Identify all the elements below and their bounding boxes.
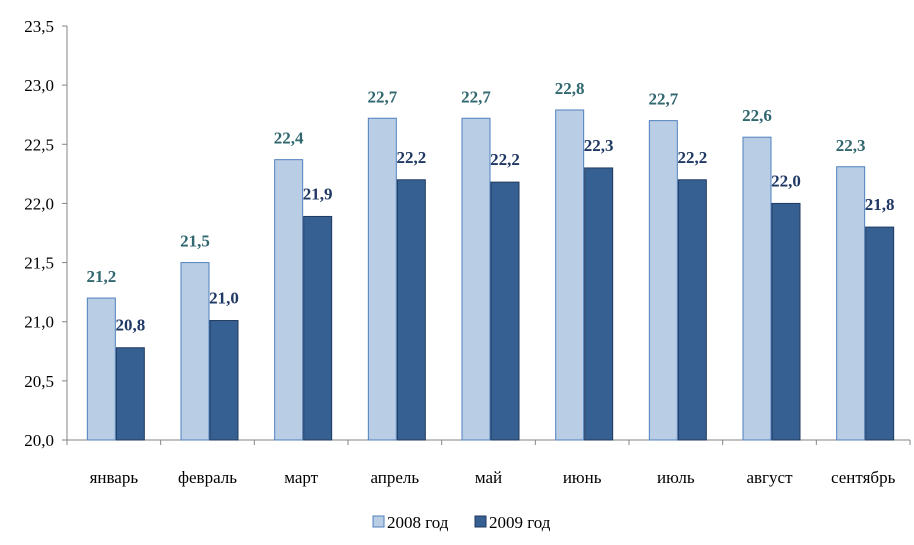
y-tick-label: 22,5 <box>24 135 54 154</box>
legend-swatch <box>372 515 385 528</box>
bar-2008 <box>555 109 585 441</box>
legend-label: 2009 год <box>489 513 551 532</box>
y-tick-label: 20,0 <box>24 431 54 450</box>
x-tick-label: август <box>746 468 793 487</box>
data-label: 22,8 <box>555 79 585 98</box>
bar-2009 <box>115 347 145 441</box>
legend-swatch <box>474 515 487 528</box>
data-label: 21,5 <box>180 232 210 251</box>
bar-2009 <box>771 202 801 441</box>
data-label: 21,9 <box>303 184 333 203</box>
data-label: 22,4 <box>274 129 304 148</box>
x-axis: январь февраль март апрель май июнь июль август… <box>66 439 911 487</box>
data-label: 22,6 <box>742 106 772 125</box>
data-label: 22,0 <box>771 171 801 190</box>
data-label: 22,3 <box>584 136 614 155</box>
bar-2008 <box>180 262 210 441</box>
data-label: 22,2 <box>677 148 707 167</box>
bar-2009 <box>677 179 707 441</box>
bar-2008 <box>836 166 866 441</box>
legend-label: 2008 год <box>387 513 449 532</box>
x-tick-label: апрель <box>370 468 419 487</box>
bar-2009 <box>584 167 614 441</box>
data-label: 20,8 <box>115 316 145 335</box>
data-labels: 21,2 20,8 21,5 21,0 22,4 21,9 22,7 22,2 22,7 22,2… <box>86 79 894 335</box>
x-tick-label: июнь <box>563 468 602 487</box>
bar-2009 <box>303 215 333 441</box>
data-label: 22,2 <box>490 150 520 169</box>
bar-2008 <box>742 136 772 441</box>
legend: 2008 год 2009 год <box>372 513 551 532</box>
bar-2009 <box>209 320 239 441</box>
x-tick-label: сентябрь <box>831 468 896 487</box>
data-label: 21,8 <box>865 195 895 214</box>
bar-2008 <box>274 159 304 441</box>
x-tick-label: март <box>284 468 318 487</box>
x-tick-label: май <box>475 468 502 487</box>
data-label: 22,7 <box>461 87 491 106</box>
y-tick-label: 23,0 <box>24 76 54 95</box>
y-tick-label: 21,0 <box>24 313 54 332</box>
y-tick-label: 22,0 <box>24 194 54 213</box>
data-label: 22,2 <box>396 148 426 167</box>
bars <box>86 109 895 441</box>
x-tick-label: июль <box>657 468 695 487</box>
y-axis: 20,0 20,5 21,0 21,5 22,0 22,5 23,0 23,5 <box>24 17 68 450</box>
y-tick-label: 21,5 <box>24 254 54 273</box>
bar-2009 <box>396 179 426 441</box>
y-tick-label: 20,5 <box>24 372 54 391</box>
x-tick-label: январь <box>90 468 139 487</box>
data-label: 21,0 <box>209 289 239 308</box>
bar-2008 <box>648 120 678 441</box>
y-tick-label: 23,5 <box>24 17 54 36</box>
bar-2008 <box>86 297 116 441</box>
bar-2009 <box>865 226 895 441</box>
bar-2008 <box>367 117 397 441</box>
x-tick-label: февраль <box>178 468 237 487</box>
data-label: 22,3 <box>836 136 866 155</box>
data-label: 22,7 <box>648 90 678 109</box>
data-label: 21,2 <box>86 267 116 286</box>
data-label: 22,7 <box>367 87 397 106</box>
bar-2009 <box>490 181 520 441</box>
bar-2008 <box>461 117 491 441</box>
